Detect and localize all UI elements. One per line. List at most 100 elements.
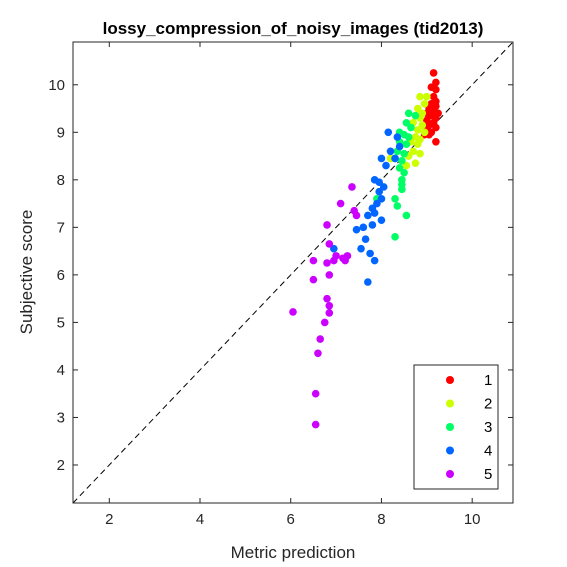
data-points xyxy=(289,69,442,429)
data-point-series-2 xyxy=(420,128,429,137)
y-tick-label: 8 xyxy=(57,172,65,189)
data-point-series-3 xyxy=(407,123,415,132)
data-point-series-3 xyxy=(411,111,420,120)
data-point-series-5 xyxy=(323,221,331,229)
data-point-series-3 xyxy=(400,168,408,177)
data-point-series-4 xyxy=(366,249,374,258)
data-point-series-4 xyxy=(386,147,395,156)
data-point-series-4 xyxy=(377,216,386,225)
data-point-series-3 xyxy=(404,133,413,141)
diagonal-reference-line xyxy=(72,41,514,504)
axis-ticks: 2 4 6 8 10 2 3 4 5 6 7 8 9 10 xyxy=(48,42,513,528)
data-point-series-5 xyxy=(320,318,329,327)
legend-marker-1 xyxy=(446,376,454,384)
data-point-series-2 xyxy=(416,92,424,101)
data-point-series-4 xyxy=(373,199,381,208)
legend-label-5: 5 xyxy=(484,466,492,483)
data-point-series-3 xyxy=(395,164,404,172)
data-point-series-2 xyxy=(416,149,424,158)
data-point-series-4 xyxy=(370,256,379,265)
y-tick-label: 9 xyxy=(57,124,65,141)
data-point-series-3 xyxy=(402,118,411,127)
data-point-series-4 xyxy=(384,128,393,137)
data-point-series-5 xyxy=(336,199,345,208)
data-point-series-5 xyxy=(325,271,334,279)
data-point-series-2 xyxy=(418,121,427,129)
y-tick-label: 3 xyxy=(57,409,65,426)
x-tick-label: 10 xyxy=(464,511,481,528)
data-point-series-3 xyxy=(402,140,411,148)
data-point-series-4 xyxy=(375,187,383,196)
y-tick-label: 10 xyxy=(48,77,65,94)
data-point-series-3 xyxy=(391,233,399,241)
data-point-series-5 xyxy=(309,256,318,265)
data-point-series-4 xyxy=(368,221,377,229)
data-point-series-1 xyxy=(432,85,440,94)
y-tick-label: 4 xyxy=(57,362,65,379)
data-point-series-4 xyxy=(357,244,365,253)
data-point-series-4 xyxy=(379,183,388,191)
data-point-series-5 xyxy=(323,259,331,267)
y-tick-label: 5 xyxy=(57,314,65,331)
data-point-series-5 xyxy=(311,420,320,429)
legend-marker-5 xyxy=(446,470,454,478)
data-point-series-4 xyxy=(382,161,390,170)
data-point-series-4 xyxy=(364,278,372,286)
legend-label-3: 3 xyxy=(484,419,492,436)
data-point-series-1 xyxy=(432,123,440,132)
data-point-series-4 xyxy=(395,142,404,151)
x-axis-label: Metric prediction xyxy=(231,543,356,562)
data-point-series-5 xyxy=(309,275,318,284)
data-point-series-4 xyxy=(375,178,383,187)
data-point-series-5 xyxy=(314,349,322,358)
legend-label-2: 2 xyxy=(484,396,492,413)
data-point-series-2 xyxy=(413,140,422,148)
data-point-series-1 xyxy=(432,78,440,87)
legend-marker-4 xyxy=(446,446,454,455)
legend-box xyxy=(413,364,499,490)
legend-label-1: 1 xyxy=(484,372,492,389)
data-point-series-5 xyxy=(341,256,349,265)
legend-marker-2 xyxy=(446,399,454,408)
data-point-series-4 xyxy=(364,211,372,220)
data-point-series-2 xyxy=(420,99,429,108)
data-point-series-3 xyxy=(393,202,402,210)
data-point-series-4 xyxy=(377,195,386,203)
data-point-series-4 xyxy=(377,154,386,163)
data-point-series-5 xyxy=(323,294,331,303)
data-point-series-4 xyxy=(393,133,402,141)
y-axis-label: Subjective score xyxy=(17,210,36,335)
data-point-series-2 xyxy=(413,126,422,134)
data-point-series-4 xyxy=(391,154,399,163)
x-tick-label: 8 xyxy=(377,511,385,528)
data-point-series-5 xyxy=(289,308,297,316)
y-tick-label: 6 xyxy=(57,267,65,284)
data-point-series-4 xyxy=(359,223,368,232)
data-point-series-2 xyxy=(413,104,422,113)
data-point-series-4 xyxy=(352,225,361,234)
data-point-series-3 xyxy=(398,185,406,194)
data-point-series-3 xyxy=(398,157,406,165)
data-point-series-3 xyxy=(400,149,408,158)
y-tick-label: 2 xyxy=(57,457,65,474)
data-point-series-5 xyxy=(348,183,356,191)
data-point-series-5 xyxy=(325,240,334,248)
legend: 1 2 3 4 5 xyxy=(413,364,499,490)
data-point-series-2 xyxy=(409,147,418,156)
x-tick-label: 4 xyxy=(196,511,204,528)
legend-label-4: 4 xyxy=(484,443,492,460)
data-point-series-5 xyxy=(352,211,361,220)
legend-marker-3 xyxy=(446,423,454,431)
plot-frame xyxy=(72,41,514,504)
data-point-series-5 xyxy=(325,309,334,317)
data-point-series-3 xyxy=(404,109,413,118)
x-tick-label: 6 xyxy=(287,511,295,528)
data-point-series-5 xyxy=(330,256,338,265)
chart-title: lossy_compression_of_noisy_images (tid20… xyxy=(103,19,484,38)
data-point-series-5 xyxy=(316,335,325,343)
data-point-series-4 xyxy=(330,244,338,253)
data-point-series-2 xyxy=(402,161,411,170)
data-point-series-3 xyxy=(391,195,399,203)
data-point-series-1 xyxy=(432,138,440,146)
